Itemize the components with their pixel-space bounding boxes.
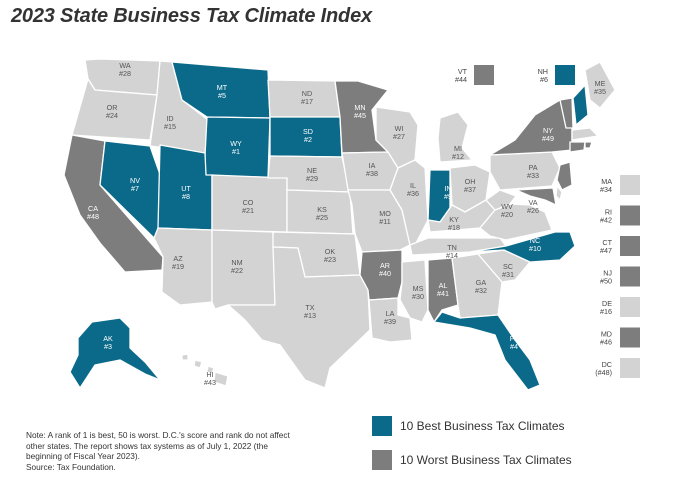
state-ri xyxy=(584,141,593,149)
box-ct xyxy=(620,236,640,256)
state-md xyxy=(515,187,557,206)
state-label-ia: IA #38 xyxy=(366,161,378,178)
state-label-ca: CA #48 xyxy=(87,204,99,221)
box-label-vt: VT #44 xyxy=(455,67,468,84)
state-label-nc: NC #10 xyxy=(529,236,541,253)
box-label-ma: MA #34 xyxy=(600,177,612,194)
state-pa xyxy=(489,151,561,191)
state-ny xyxy=(489,99,573,156)
legend-worst-swatch xyxy=(372,450,392,470)
state-label-nd: ND #17 xyxy=(301,89,313,106)
box-label-ct: CT #47 xyxy=(600,238,613,255)
state-label-mt: MT #5 xyxy=(217,83,228,100)
footnote: Note: A rank of 1 is best, 50 is worst. … xyxy=(26,430,306,472)
box-nh xyxy=(555,65,575,85)
state-label-ny: NY #49 xyxy=(542,126,554,143)
state-label-ut: UT #8 xyxy=(181,184,191,201)
box-nj xyxy=(620,266,640,287)
box-label-ri: RI #42 xyxy=(600,208,612,225)
legend-best-swatch xyxy=(372,416,392,436)
state-label-mi: MI #12 xyxy=(452,144,464,161)
state-hi xyxy=(181,353,229,387)
state-label-me: ME #35 xyxy=(594,79,606,96)
state-ms xyxy=(399,259,429,323)
state-me xyxy=(584,61,616,109)
state-label-hi: HI #43 xyxy=(204,370,216,387)
state-label-il: IL #36 xyxy=(407,181,419,198)
state-label-ms: MS #30 xyxy=(412,284,424,301)
legend-best-label: 10 Best Business Tax Climates xyxy=(400,419,565,433)
state-label-ar: AR #40 xyxy=(379,261,391,278)
state-vt xyxy=(559,97,574,129)
state-label-tn: TN #14 xyxy=(446,243,458,260)
state-nc xyxy=(469,231,576,263)
state-label-ky: KY #18 xyxy=(448,215,460,232)
state-label-ga: GA #32 xyxy=(475,278,487,295)
state-label-ks: KS #25 xyxy=(316,205,328,222)
state-label-ne: NE #29 xyxy=(306,166,318,183)
box-label-de: DE #16 xyxy=(600,299,612,316)
state-label-or: OR #24 xyxy=(106,103,118,120)
state-label-sd: SD #2 xyxy=(303,127,313,144)
state-nh xyxy=(572,84,589,126)
state-label-wv: WV #20 xyxy=(501,202,513,219)
state-label-pa: PA #33 xyxy=(527,163,539,180)
state-ak xyxy=(69,317,161,389)
box-md xyxy=(620,327,640,348)
state-de xyxy=(555,185,563,201)
footnote-source: Source: Tax Foundation. xyxy=(26,461,116,472)
state-label-az: AZ #19 xyxy=(172,254,184,271)
box-label-nj: NJ #50 xyxy=(600,269,612,286)
state-label-wy: WY #1 xyxy=(230,139,242,156)
box-ma xyxy=(620,175,640,195)
state-ma xyxy=(571,127,599,141)
state-label-sc: SC #31 xyxy=(502,262,514,279)
state-mi xyxy=(437,111,473,163)
state-label-wa: WA #28 xyxy=(119,61,131,78)
state-label-wi: WI #27 xyxy=(393,124,405,141)
state-label-in: IN #9 xyxy=(444,184,452,201)
state-label-nm: NM #22 xyxy=(231,258,243,275)
state-label-mn: MN #45 xyxy=(354,103,366,120)
state-label-mo: MO #11 xyxy=(379,209,391,226)
state-label-tx: TX #13 xyxy=(304,303,316,320)
state-label-ak: AK #3 xyxy=(103,334,113,351)
map-title: 2023 State Business Tax Climate Index xyxy=(11,5,372,27)
box-dc xyxy=(620,358,640,378)
state-nj xyxy=(556,161,573,191)
state-nm xyxy=(211,229,276,310)
box-de xyxy=(620,297,640,317)
state-fl xyxy=(433,311,541,391)
state-label-co: CO #21 xyxy=(242,198,254,215)
state-label-al: AL #41 xyxy=(437,281,449,298)
state-or xyxy=(71,78,158,141)
state-label-va: VA #26 xyxy=(527,198,539,215)
state-label-fl: FL #4 xyxy=(510,334,518,351)
box-label-dc: DC (#48) xyxy=(595,360,612,377)
state-wv xyxy=(485,189,517,211)
box-vt xyxy=(474,65,494,85)
footnote-text: Note: A rank of 1 is best, 50 is worst. … xyxy=(26,430,290,461)
legend-worst-label: 10 Worst Business Tax Climates xyxy=(400,453,572,467)
state-label-la: LA #39 xyxy=(384,309,396,326)
box-label-md: MD #46 xyxy=(600,330,612,347)
state-label-nv: NV #7 xyxy=(130,176,140,193)
state-ct xyxy=(569,141,586,153)
state-label-id: ID #15 xyxy=(164,114,176,131)
state-label-oh: OH #37 xyxy=(464,177,476,194)
box-ri xyxy=(620,205,640,226)
box-label-nh: NH #6 xyxy=(538,67,548,84)
state-la xyxy=(368,297,413,343)
state-tx xyxy=(227,246,371,389)
state-label-ok: OK #23 xyxy=(324,247,336,264)
